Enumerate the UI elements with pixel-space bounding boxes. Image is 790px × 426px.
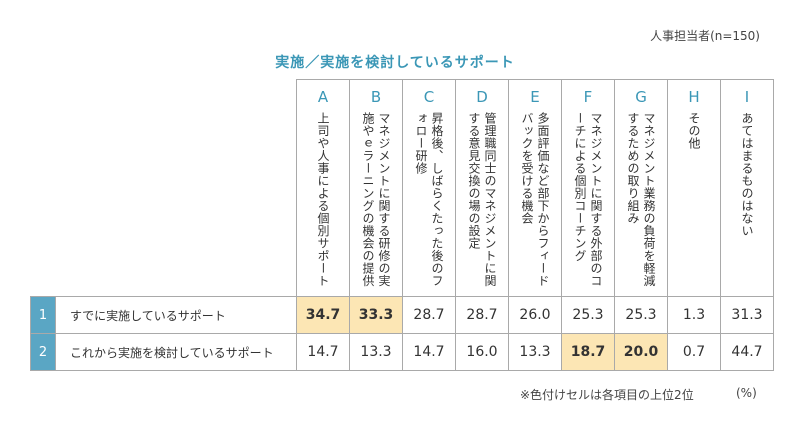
column-header-g: G マネジメント業務の負荷を軽減するための取り組み — [614, 79, 668, 297]
column-header-b: B マネジメントに関する研修の実施やｅラーニングの機会の提供 — [349, 79, 403, 297]
value-cell-e: 26.0 — [508, 296, 562, 334]
value-cell-f: 18.7 — [561, 333, 615, 371]
unit-label: (%) — [736, 386, 757, 400]
column-label: あてはまるものはない — [740, 112, 754, 237]
value-cell-g: 25.3 — [614, 296, 668, 334]
column-label: その他 — [687, 112, 701, 150]
column-letter: E — [530, 88, 540, 106]
value-cell-g: 20.0 — [614, 333, 668, 371]
sample-note: 人事担当者(n=150) — [650, 29, 760, 43]
table-row: 1 すでに実施しているサポート 34.7 33.3 28.7 28.7 26.0 25.3 25… — [30, 296, 774, 334]
value-cell-c: 28.7 — [402, 296, 456, 334]
column-label: マネジメントに関する外部のコーチによる個別コーチング — [573, 112, 603, 287]
value-cell-a: 14.7 — [296, 333, 350, 371]
column-label: 管理職同士のマネジメントに関する意見交換の場の設定 — [467, 112, 497, 287]
data-table: A 上司や人事による個別サポート B マネジメントに関する研修の実施やｅラーニングの機… — [30, 79, 774, 371]
column-header-e: E 多面評価など部下からフィードバックを受ける機会 — [508, 79, 562, 297]
column-header-d: D 管理職同士のマネジメントに関する意見交換の場の設定 — [455, 79, 509, 297]
column-header-f: F マネジメントに関する外部のコーチによる個別コーチング — [561, 79, 615, 297]
value-cell-d: 28.7 — [455, 296, 509, 334]
value-cell-b: 13.3 — [349, 333, 403, 371]
header-row: A 上司や人事による個別サポート B マネジメントに関する研修の実施やｅラーニングの機… — [30, 79, 774, 297]
column-letter: I — [744, 88, 750, 106]
column-label: 昇格後、しばらくたった後のフォロー研修 — [414, 112, 444, 287]
column-label: マネジメントに関する研修の実施やｅラーニングの機会の提供 — [361, 112, 391, 287]
column-letter: A — [317, 88, 329, 106]
row-label: これから実施を検討しているサポート — [55, 333, 297, 371]
value-cell-a: 34.7 — [296, 296, 350, 334]
column-header-i: I あてはまるものはない — [720, 79, 774, 297]
value-cell-f: 25.3 — [561, 296, 615, 334]
table-body: 1 すでに実施しているサポート 34.7 33.3 28.7 28.7 26.0 25.3 25… — [30, 296, 774, 371]
column-letter: B — [370, 88, 382, 106]
highlight-note: ※色付けセルは各項目の上位2位 — [520, 388, 694, 402]
column-header-h: H その他 — [667, 79, 721, 297]
row-index: 2 — [30, 333, 56, 371]
column-header-c: C 昇格後、しばらくたった後のフォロー研修 — [402, 79, 456, 297]
value-cell-b: 33.3 — [349, 296, 403, 334]
chart-title: 実施／実施を検討しているサポート — [275, 55, 515, 71]
value-cell-c: 14.7 — [402, 333, 456, 371]
column-label: マネジメント業務の負荷を軽減するための取り組み — [626, 112, 656, 287]
value-cell-i: 44.7 — [720, 333, 774, 371]
value-cell-d: 16.0 — [455, 333, 509, 371]
value-cell-i: 31.3 — [720, 296, 774, 334]
value-cell-e: 13.3 — [508, 333, 562, 371]
column-header-a: A 上司や人事による個別サポート — [296, 79, 350, 297]
value-cell-h: 1.3 — [667, 296, 721, 334]
column-letter: C — [423, 88, 435, 106]
column-letter: F — [583, 88, 593, 106]
column-letter: H — [688, 88, 700, 106]
row-label: すでに実施しているサポート — [55, 296, 297, 334]
column-label: 多面評価など部下からフィードバックを受ける機会 — [520, 112, 550, 287]
column-letter: D — [476, 88, 488, 106]
table-row: 2 これから実施を検討しているサポート 14.7 13.3 14.7 16.0 13.3 18… — [30, 333, 774, 371]
value-cell-h: 0.7 — [667, 333, 721, 371]
blank-corner — [30, 79, 297, 297]
row-index: 1 — [30, 296, 56, 334]
column-letter: G — [635, 88, 647, 106]
column-label: 上司や人事による個別サポート — [316, 112, 330, 287]
